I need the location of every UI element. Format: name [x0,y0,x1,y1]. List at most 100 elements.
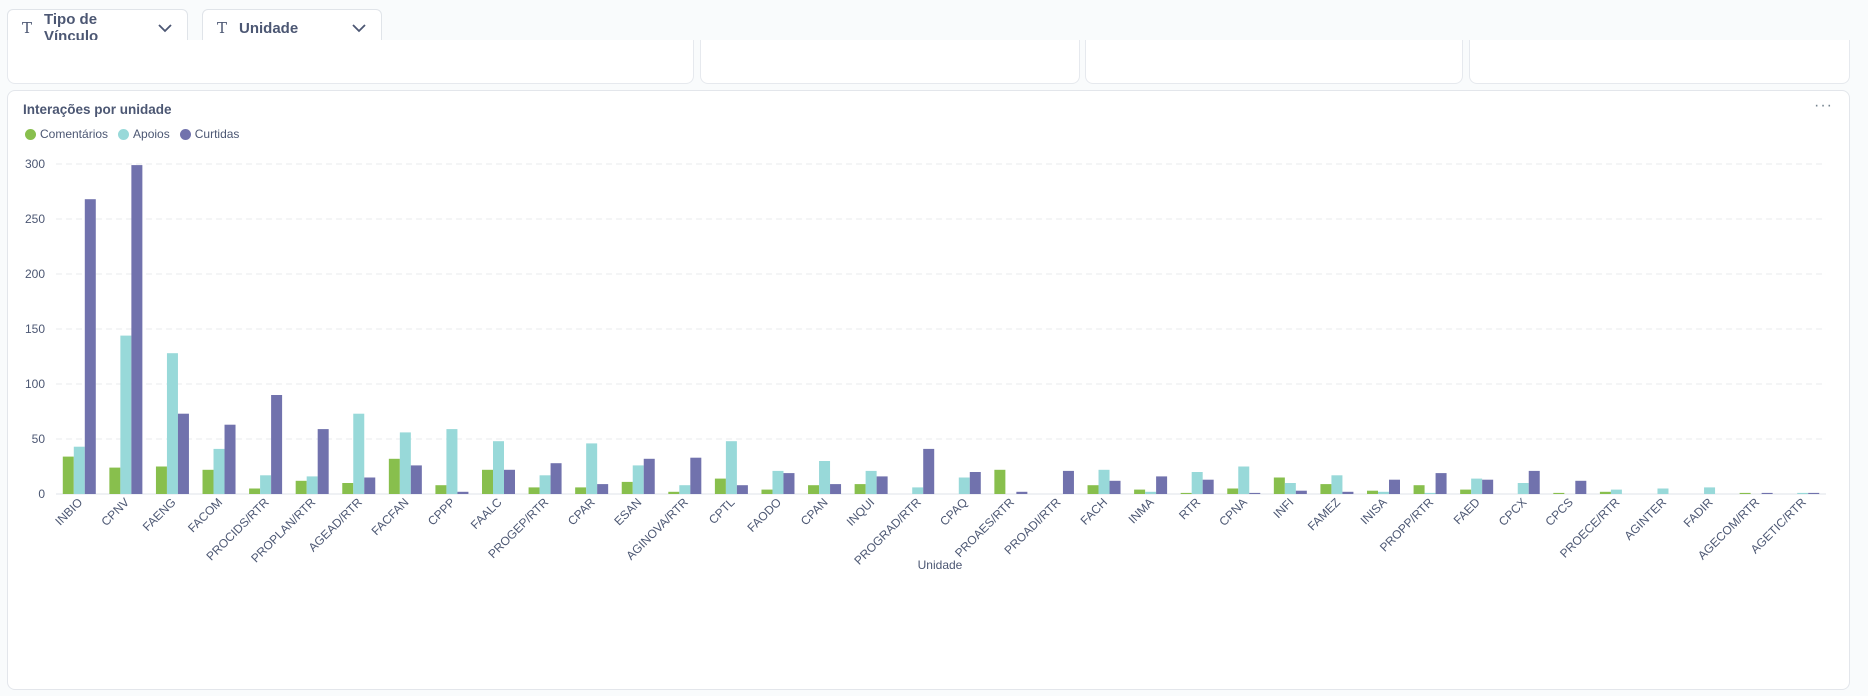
bar-apoios-inqui[interactable] [865,470,877,494]
bar-apoios-cpar[interactable] [586,443,598,494]
bar-comentrios-faeng[interactable] [155,466,167,495]
bar-curtidas-inbio[interactable] [84,199,96,494]
bar-apoios-esan[interactable] [632,465,644,494]
bar-curtidas-faeng[interactable] [177,413,189,494]
bar-apoios-faed[interactable] [1471,478,1483,494]
bar-curtidas-infi[interactable] [1295,490,1307,494]
bar-curtidas-fach[interactable] [1109,480,1121,494]
bar-comentrios-famez[interactable] [1320,484,1332,494]
bar-curtidas-faalc[interactable] [504,469,515,494]
bar-apoios-cppp[interactable] [446,429,458,494]
bar-curtidas-famez[interactable] [1342,491,1354,494]
bar-apoios-inma[interactable] [1145,491,1157,494]
bar-comentrios-faalc[interactable] [482,469,493,494]
bar-apoios-proplan-rtr[interactable] [306,476,318,494]
bar-apoios-cpan[interactable] [819,461,831,494]
bar-comentrios-inbio[interactable] [62,456,74,494]
bar-comentrios-rtr[interactable] [1180,492,1192,494]
bar-comentrios-cptl[interactable] [714,478,726,494]
bar-apoios-agetic-rtr[interactable] [1797,492,1809,494]
bar-apoios-facfan[interactable] [399,432,411,494]
bar-curtidas-inisa[interactable] [1389,479,1400,494]
bar-comentrios-faodo[interactable] [761,489,773,494]
bar-apoios-infi[interactable] [1284,483,1296,494]
bar-apoios-faalc[interactable] [493,441,504,494]
bar-curtidas-proaes-rtr[interactable] [1016,491,1028,494]
bar-curtidas-cpna[interactable] [1249,492,1261,494]
bar-curtidas-agecom-rtr[interactable] [1761,492,1773,494]
bar-apoios-famez[interactable] [1331,475,1343,494]
bar-comentrios-aginova-rtr[interactable] [668,491,680,494]
bar-apoios-procids-rtr[interactable] [260,475,272,494]
bar-curtidas-aginova-rtr[interactable] [690,457,702,494]
bar-apoios-rtr[interactable] [1191,472,1203,494]
bar-comentrios-progep-rtr[interactable] [528,487,540,494]
bar-comentrios-cpar[interactable] [575,487,587,494]
bar-comentrios-proaes-rtr[interactable] [994,469,1006,494]
bar-curtidas-proadi-rtr[interactable] [1062,470,1074,494]
bar-curtidas-cpcx[interactable] [1528,470,1540,494]
bar-curtidas-cpar[interactable] [597,484,609,494]
bar-curtidas-proplan-rtr[interactable] [317,429,329,494]
bar-curtidas-facfan[interactable] [410,465,422,494]
bar-apoios-facom[interactable] [213,448,225,494]
bar-comentrios-infi[interactable] [1273,477,1285,495]
bar-curtidas-cpaq[interactable] [969,472,981,494]
bar-curtidas-progep-rtr[interactable] [550,463,562,494]
bar-apoios-cpnv[interactable] [120,335,132,494]
bar-comentrios-cpcs[interactable] [1553,492,1565,494]
bar-apoios-cpna[interactable] [1238,466,1250,495]
bar-comentrios-cppp[interactable] [435,485,447,494]
bar-comentrios-inma[interactable] [1134,489,1146,494]
bar-curtidas-rtr[interactable] [1202,479,1214,494]
bar-apoios-fach[interactable] [1098,469,1110,494]
bar-apoios-faodo[interactable] [772,470,784,494]
bar-curtidas-faodo[interactable] [783,473,795,494]
bar-comentrios-procids-rtr[interactable] [249,488,261,495]
bar-curtidas-cpnv[interactable] [131,165,143,494]
bar-comentrios-cpnv[interactable] [109,467,121,494]
bar-apoios-cptl[interactable] [725,441,737,494]
legend-item-apoios[interactable]: Apoios [118,127,170,141]
ellipsis-icon[interactable]: ··· [1814,97,1833,114]
bar-curtidas-faed[interactable] [1482,479,1494,494]
bar-curtidas-inqui[interactable] [876,476,888,494]
bar-curtidas-esan[interactable] [643,458,655,494]
bar-comentrios-fach[interactable] [1087,485,1099,494]
bar-curtidas-agead-rtr[interactable] [364,477,376,495]
bar-apoios-aginova-rtr[interactable] [679,485,691,494]
bar-comentrios-proplan-rtr[interactable] [295,480,307,494]
bar-apoios-progep-rtr[interactable] [539,475,551,494]
bar-comentrios-facom[interactable] [202,469,214,494]
bar-curtidas-cppp[interactable] [457,491,469,494]
bar-apoios-faeng[interactable] [166,353,178,494]
bar-comentrios-proece-rtr[interactable] [1599,491,1611,494]
bar-curtidas-cptl[interactable] [736,485,748,494]
bar-apoios-prograd-rtr[interactable] [912,487,924,494]
bar-comentrios-propp-rtr[interactable] [1413,485,1425,494]
bar-comentrios-agecom-rtr[interactable] [1739,492,1751,494]
bar-apoios-agead-rtr[interactable] [353,413,365,494]
bar-apoios-propp-rtr[interactable] [1424,492,1436,494]
bar-apoios-inisa[interactable] [1378,491,1389,494]
bar-curtidas-agetic-rtr[interactable] [1808,492,1820,494]
bar-comentrios-inqui[interactable] [854,484,866,494]
legend-item-curtidas[interactable]: Curtidas [179,127,239,141]
bar-curtidas-facom[interactable] [224,424,236,494]
bar-apoios-cpcx[interactable] [1517,483,1529,494]
bar-curtidas-inma[interactable] [1156,476,1168,494]
bar-apoios-cpaq[interactable] [958,477,970,495]
bar-comentrios-faed[interactable] [1460,489,1472,494]
bar-comentrios-cpna[interactable] [1227,488,1239,495]
bar-curtidas-propp-rtr[interactable] [1435,473,1447,494]
bar-apoios-aginter[interactable] [1657,488,1669,495]
bar-comentrios-cpan[interactable] [808,485,820,494]
bar-curtidas-prograd-rtr[interactable] [923,448,935,494]
legend-item-comentarios[interactable]: Comentários [25,127,108,141]
bar-curtidas-cpan[interactable] [830,484,842,494]
bar-apoios-proece-rtr[interactable] [1610,489,1622,494]
bar-comentrios-facfan[interactable] [388,458,400,494]
bar-comentrios-inisa[interactable] [1367,490,1378,494]
bar-apoios-inbio[interactable] [73,446,85,494]
bar-curtidas-procids-rtr[interactable] [271,395,283,494]
